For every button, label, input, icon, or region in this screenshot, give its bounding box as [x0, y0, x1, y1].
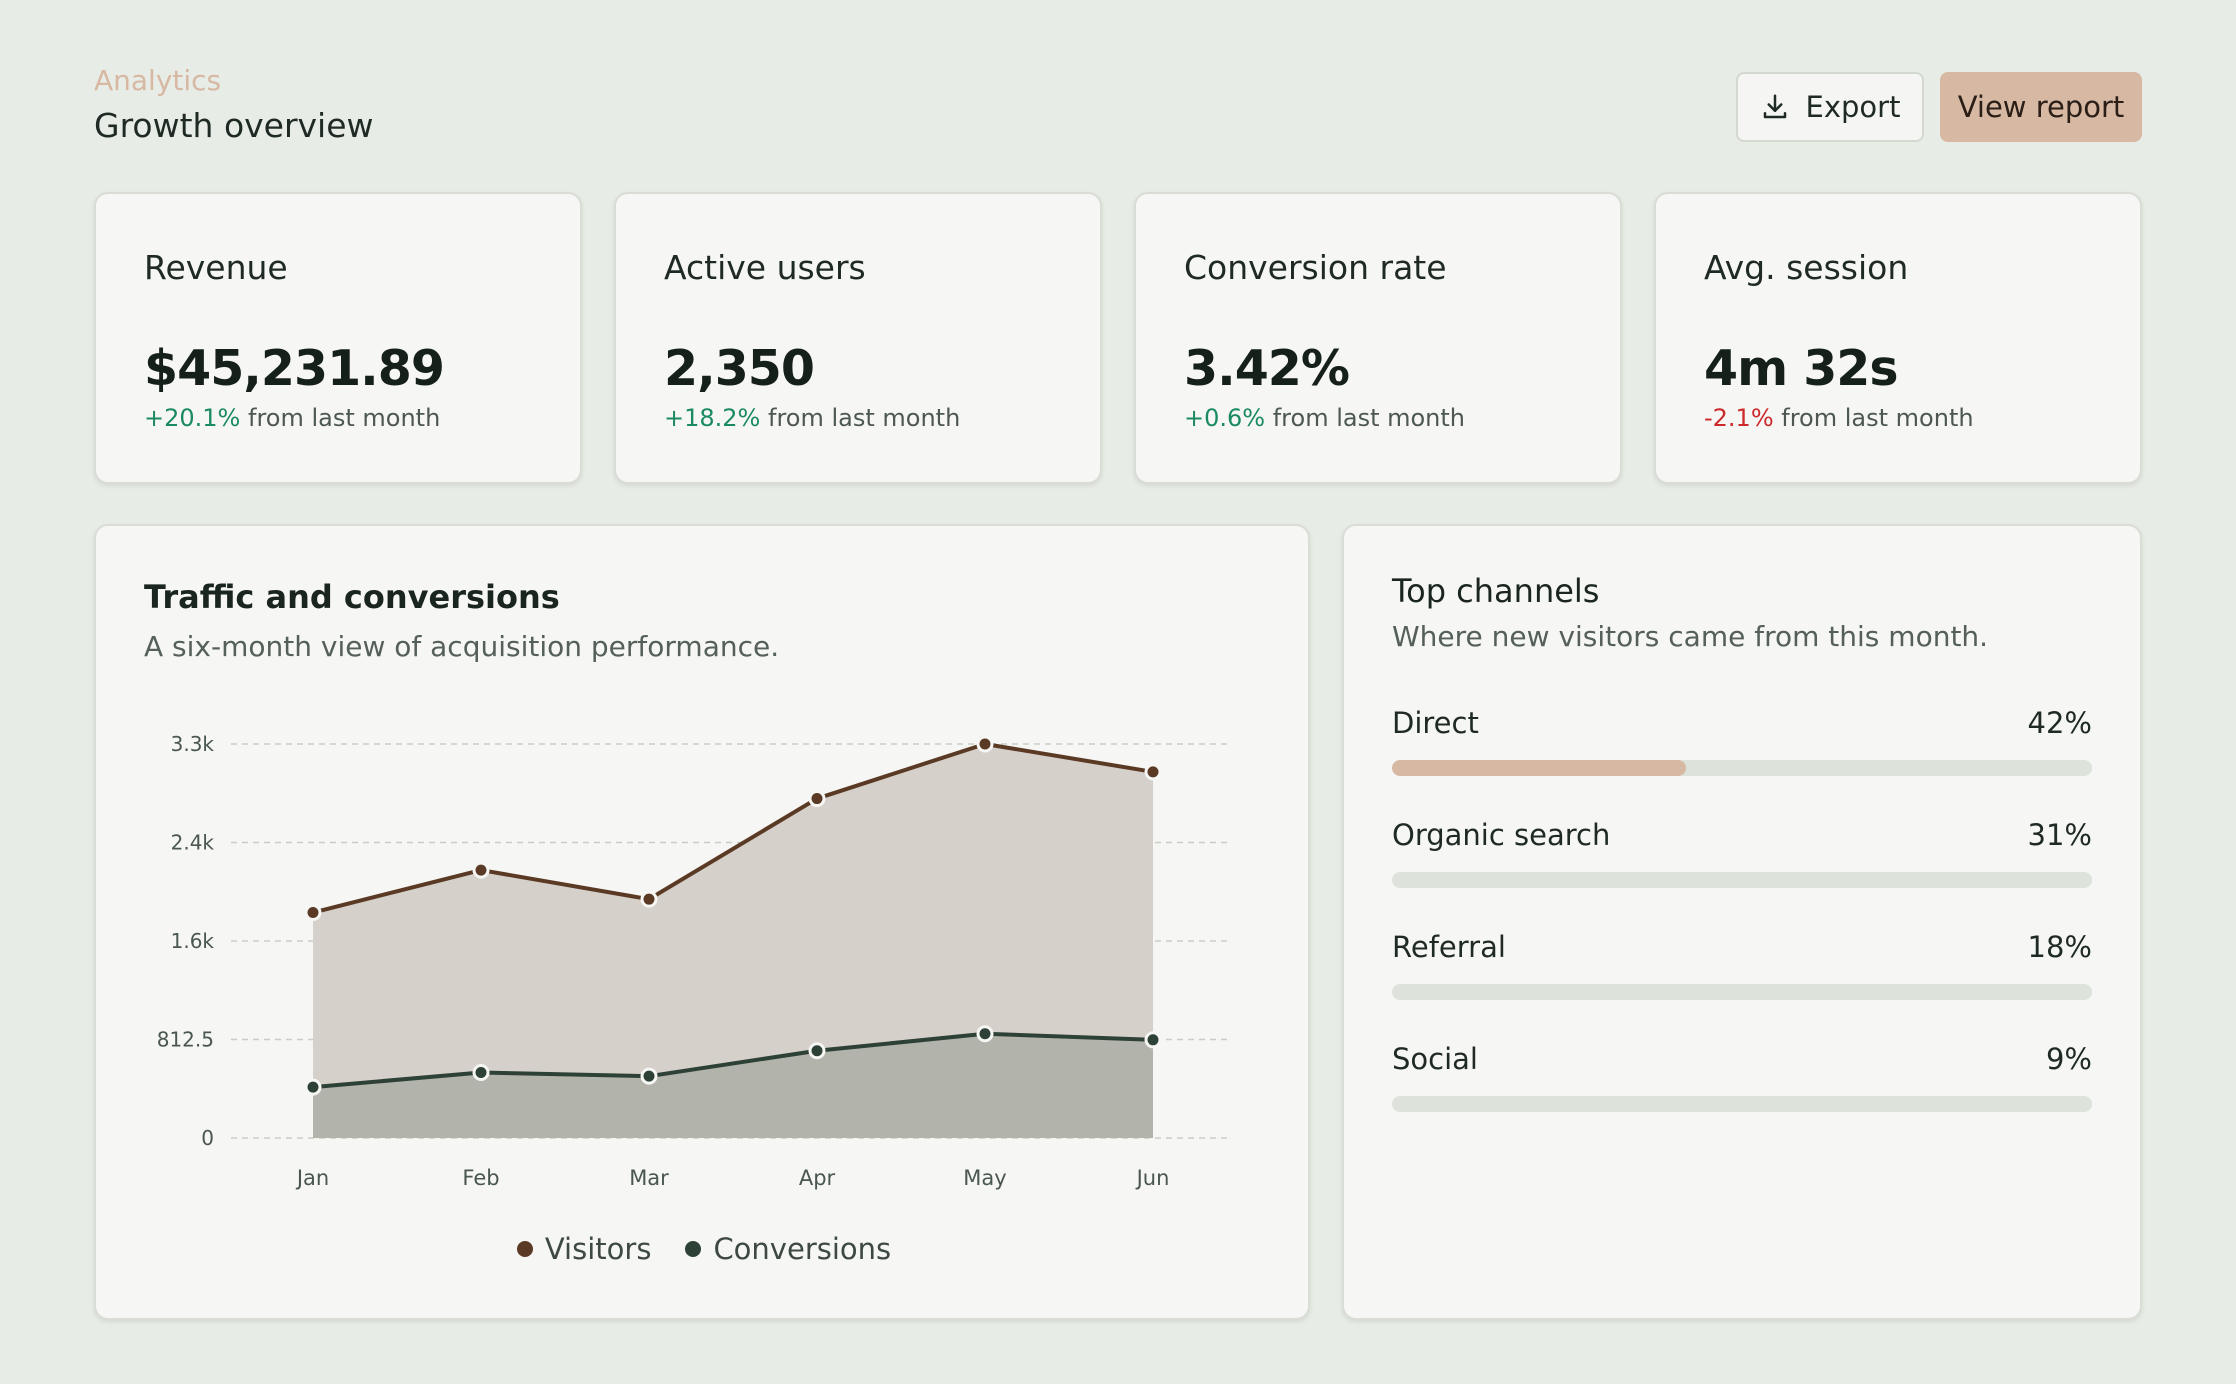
stat-label: Conversion rate — [1184, 248, 1447, 287]
stat-label: Avg. session — [1704, 248, 1909, 287]
data-point-conversions — [1144, 1031, 1162, 1049]
legend-item-conversions: Conversions — [685, 1232, 891, 1266]
stat-delta: +0.6% from last month — [1184, 404, 1465, 432]
x-tick-label: Feb — [462, 1166, 499, 1190]
stat-value: 4m 32s — [1704, 340, 1899, 397]
y-tick-label: 0 — [201, 1126, 214, 1150]
line-conversions — [312, 1031, 1154, 1090]
data-point-visitors — [640, 890, 658, 908]
x-tick-label: Mar — [629, 1166, 669, 1190]
chart-legend: Visitors Conversions — [96, 1232, 1312, 1266]
view-report-label: View report — [1957, 90, 2125, 124]
stat-delta: +18.2% from last month — [664, 404, 960, 432]
chart-title: Traffic and conversions — [144, 578, 560, 616]
traffic-chart: 0 812.5 1.6k 2.4k 3.3k Jan Feb Mar Apr May Jun — [157, 732, 1231, 1190]
channel-progress-fill — [1392, 760, 1686, 776]
channel-row: Organic search 31% — [1392, 818, 2092, 898]
channels-subtitle: Where new visitors came from this month. — [1392, 620, 1989, 653]
channel-row: Direct 42% — [1392, 706, 2092, 786]
channel-percent: 42% — [2027, 706, 2092, 740]
channel-percent: 31% — [2027, 818, 2092, 852]
data-point-visitors — [304, 904, 322, 922]
export-label: Export — [1805, 90, 1901, 124]
page-title: Growth overview — [94, 106, 374, 145]
delta-suffix: from last month — [1773, 404, 1974, 432]
stat-value: $45,231.89 — [144, 340, 445, 397]
delta-percent: +18.2% — [664, 404, 761, 432]
y-tick-label: 1.6k — [171, 929, 215, 953]
data-point-visitors — [1144, 763, 1162, 781]
channel-progress-track — [1392, 1096, 2092, 1112]
channel-progress-track — [1392, 760, 2092, 776]
data-point-conversions — [976, 1025, 994, 1043]
top-channels-card: Top channels Where new visitors came fro… — [1342, 524, 2142, 1320]
breadcrumb: Analytics — [94, 64, 222, 97]
legend-swatch — [516, 1241, 533, 1257]
channel-percent: 18% — [2027, 930, 2092, 964]
chart-subtitle: A six-month view of acquisition performa… — [144, 630, 780, 663]
channel-row: Referral 18% — [1392, 930, 2092, 1010]
channel-name: Direct — [1392, 706, 1479, 740]
delta-percent: +0.6% — [1184, 404, 1266, 432]
stat-value: 3.42% — [1184, 340, 1350, 397]
channels-title: Top channels — [1392, 572, 1600, 610]
delta-suffix: from last month — [240, 404, 441, 432]
x-tick-label: Jan — [295, 1166, 329, 1190]
delta-percent: -2.1% — [1704, 404, 1774, 432]
channel-name: Social — [1392, 1042, 1478, 1076]
stat-card-active-users: Active users 2,350 +18.2% from last mont… — [614, 192, 1102, 484]
export-button[interactable]: Export — [1736, 72, 1924, 142]
data-point-visitors — [472, 861, 490, 879]
stat-card-revenue: Revenue $45,231.89 +20.1% from last mont… — [94, 192, 582, 484]
download-icon — [1763, 94, 1786, 119]
data-point-conversions — [808, 1042, 826, 1060]
data-point-visitors — [976, 735, 994, 753]
legend-item-visitors: Visitors — [516, 1232, 652, 1266]
line-visitors — [312, 742, 1154, 915]
channel-progress-track — [1392, 872, 2092, 888]
legend-label: Conversions — [713, 1232, 892, 1266]
channel-progress-track — [1392, 984, 2092, 1000]
channel-name: Organic search — [1392, 818, 1611, 852]
data-point-conversions — [472, 1064, 490, 1082]
x-tick-label: Apr — [799, 1166, 836, 1190]
stat-value: 2,350 — [664, 340, 815, 397]
delta-suffix: from last month — [1265, 404, 1466, 432]
stat-delta: +20.1% from last month — [144, 404, 440, 432]
stat-card-avg-session: Avg. session 4m 32s -2.1% from last mont… — [1654, 192, 2142, 484]
data-point-conversions — [304, 1078, 322, 1096]
y-tick-label: 3.3k — [171, 732, 215, 756]
traffic-chart-card: Traffic and conversions A six-month view… — [94, 524, 1310, 1320]
delta-percent: +20.1% — [144, 404, 241, 432]
data-point-conversions — [640, 1067, 658, 1085]
stat-label: Revenue — [144, 248, 288, 287]
view-report-button[interactable]: View report — [1940, 72, 2142, 142]
channel-row: Social 9% — [1392, 1042, 2092, 1122]
y-tick-label: 2.4k — [171, 831, 215, 855]
y-tick-label: 812.5 — [157, 1028, 214, 1052]
stat-card-conversion-rate: Conversion rate 3.42% +0.6% from last mo… — [1134, 192, 1622, 484]
legend-swatch — [685, 1241, 702, 1257]
data-point-visitors — [808, 790, 826, 808]
channel-name: Referral — [1392, 930, 1506, 964]
stat-delta: -2.1% from last month — [1704, 404, 1974, 432]
legend-label: Visitors — [544, 1232, 652, 1266]
stat-label: Active users — [664, 248, 866, 287]
channel-percent: 9% — [2045, 1042, 2092, 1076]
area-conversions — [313, 1033, 1153, 1138]
delta-suffix: from last month — [760, 404, 961, 432]
x-tick-label: May — [963, 1166, 1006, 1190]
x-tick-label: Jun — [1135, 1166, 1170, 1190]
